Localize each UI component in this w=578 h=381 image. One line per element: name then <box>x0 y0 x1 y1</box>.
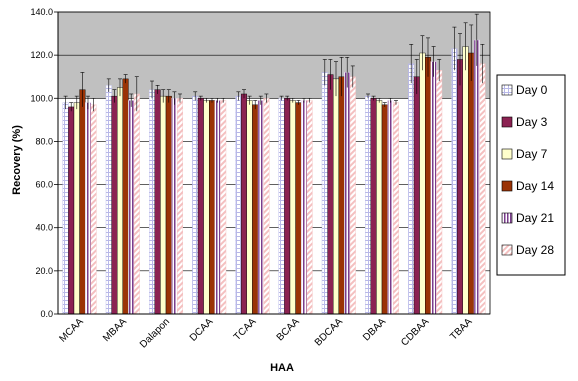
x-tick-label: MBAA <box>101 316 129 344</box>
bar <box>430 61 437 315</box>
legend-label: Day 7 <box>516 147 548 161</box>
bar <box>393 102 400 315</box>
bar <box>257 100 264 315</box>
x-tick-label: DCAA <box>188 316 216 344</box>
bar <box>240 93 247 315</box>
bar <box>365 95 372 315</box>
bar <box>278 98 285 315</box>
bar <box>413 76 420 315</box>
y-tick-label: 20.0 <box>35 266 53 276</box>
bar <box>220 100 227 315</box>
y-axis-label: Recovery (%) <box>11 125 23 195</box>
legend-box <box>496 74 566 276</box>
bar <box>263 98 270 315</box>
bar <box>203 100 210 315</box>
x-tick-label: Dalapon <box>138 316 172 350</box>
bar <box>122 78 129 315</box>
bar <box>192 95 199 315</box>
legend-label: Day 28 <box>516 243 554 257</box>
bar <box>214 100 221 315</box>
legend-swatch <box>501 116 513 128</box>
x-tick-label: MCAA <box>58 316 86 344</box>
legend-swatch <box>501 84 513 96</box>
bar <box>90 104 97 315</box>
legend-swatch <box>501 148 513 160</box>
x-tick-label: BDCAA <box>313 316 345 348</box>
bar <box>457 59 464 315</box>
bar <box>176 98 183 315</box>
bar <box>116 87 123 315</box>
bar <box>79 89 86 315</box>
y-tick-label: 0.0 <box>40 309 53 319</box>
bar <box>284 98 291 315</box>
legend: Day 0 Day 3 Day 7 Day 14 Day 21 Day 28 <box>496 74 566 276</box>
bar <box>370 98 377 315</box>
bar <box>289 100 296 315</box>
bar <box>148 89 155 315</box>
bar <box>301 100 308 315</box>
bar <box>473 39 480 315</box>
bar <box>462 46 469 315</box>
x-axis-label: HAA <box>270 362 294 374</box>
bar <box>338 76 345 315</box>
legend-label: Day 0 <box>516 83 548 97</box>
bar <box>111 95 118 315</box>
bar <box>468 52 475 315</box>
y-tick-label: 60.0 <box>35 180 53 190</box>
y-tick-label: 40.0 <box>35 223 53 233</box>
bar <box>62 102 69 315</box>
legend-label: Day 14 <box>516 179 554 193</box>
bar <box>160 95 167 315</box>
bar <box>171 98 178 315</box>
bar <box>381 104 388 315</box>
y-tick-label: 140.0 <box>30 7 53 17</box>
bar <box>252 104 259 315</box>
x-tick-label: DBAA <box>361 316 388 343</box>
legend-label: Day 21 <box>516 211 554 225</box>
bar <box>451 48 458 315</box>
bar <box>128 100 135 315</box>
bar <box>419 52 426 315</box>
bar <box>349 76 356 315</box>
bar <box>344 72 351 315</box>
bar <box>436 70 443 315</box>
plot-border <box>57 11 491 315</box>
bar <box>68 106 75 315</box>
bar <box>154 89 161 315</box>
bar <box>197 98 204 315</box>
x-tick-label: TBAA <box>448 316 474 342</box>
bar <box>84 102 91 315</box>
legend-swatch <box>501 180 513 192</box>
y-tick-label: 100.0 <box>30 93 53 103</box>
legend-swatch <box>501 212 513 224</box>
bar <box>479 63 486 315</box>
bar <box>387 100 394 315</box>
bar <box>327 74 334 315</box>
bar <box>425 57 432 315</box>
bar <box>73 102 80 315</box>
x-tick-label: BCAA <box>275 316 302 343</box>
bar <box>376 100 383 315</box>
bar <box>333 78 340 315</box>
bar <box>105 85 112 315</box>
y-tick-label: 80.0 <box>35 136 53 146</box>
bar <box>235 95 242 315</box>
bar <box>208 100 215 315</box>
bar <box>165 95 172 315</box>
bar <box>246 100 253 315</box>
x-tick-label: CDBAA <box>399 316 431 348</box>
bar <box>408 63 415 315</box>
legend-swatch <box>501 244 513 256</box>
bar <box>306 100 313 315</box>
bar <box>321 72 328 315</box>
legend-label: Day 3 <box>516 115 548 129</box>
bar <box>133 93 140 315</box>
y-tick-label: 120.0 <box>30 50 53 60</box>
bar <box>295 102 302 315</box>
x-tick-label: TCAA <box>232 316 259 343</box>
